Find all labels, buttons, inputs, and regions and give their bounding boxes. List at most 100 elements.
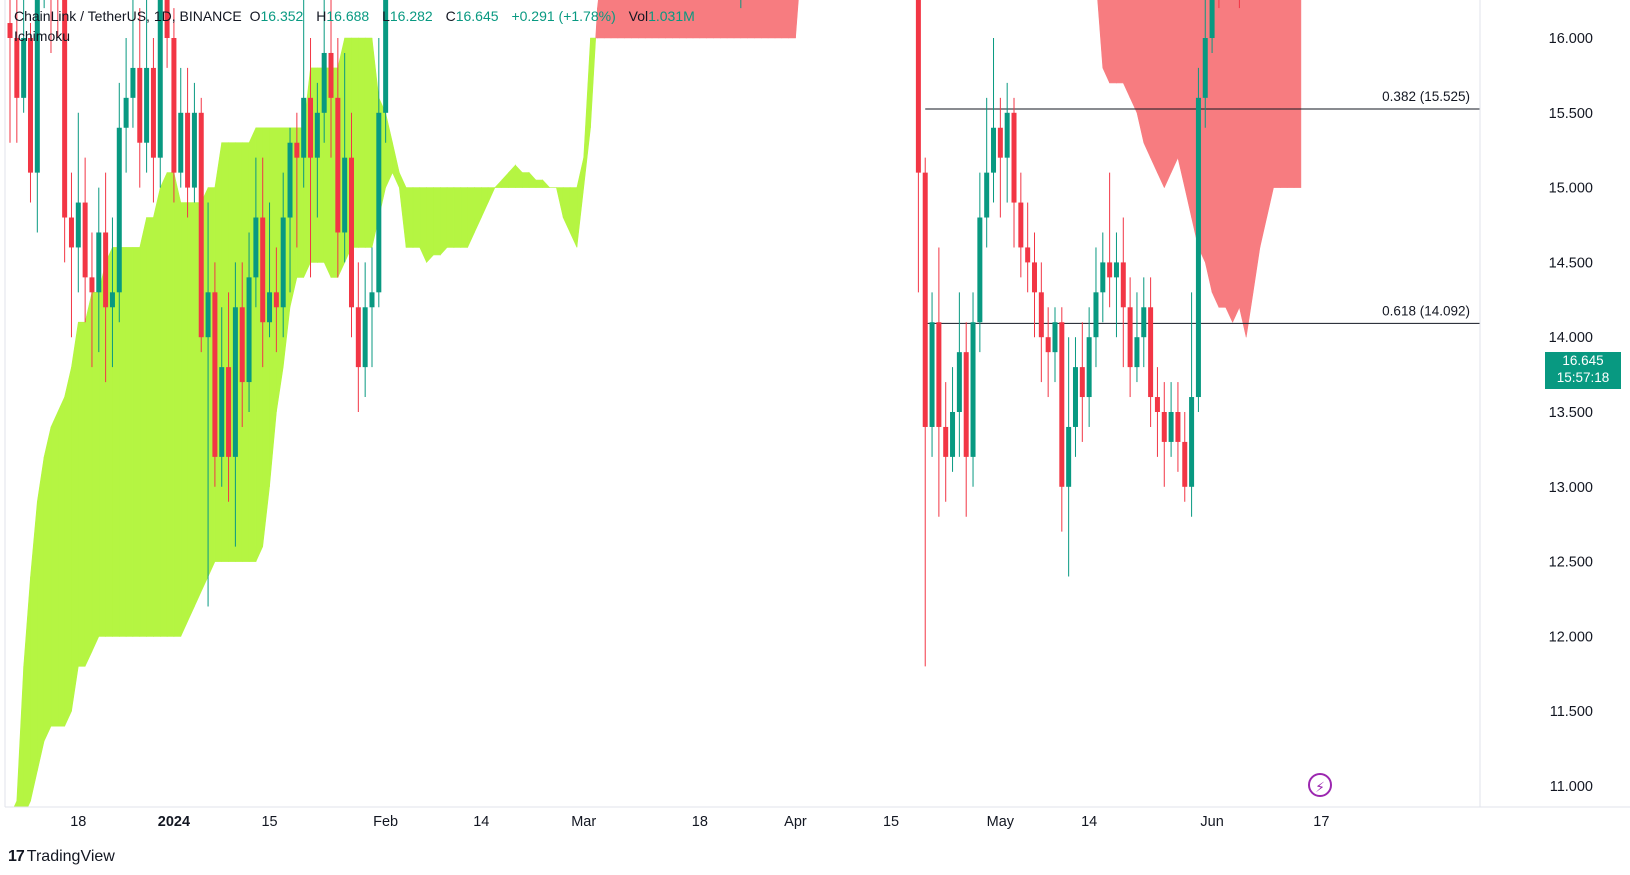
candle	[171, 8, 177, 203]
candle	[50, 0, 52, 53]
cloud-segment	[221, 142, 229, 562]
y-tick-label: 14.000	[1549, 330, 1593, 346]
candle-body	[308, 97, 314, 158]
cloud-segment	[1259, 0, 1267, 248]
candle	[997, 97, 1003, 218]
cloud-segment	[467, 187, 475, 248]
candle	[75, 112, 81, 293]
cloud-segment	[624, 0, 632, 39]
cloud-segment	[576, 157, 585, 248]
x-tick-label: 2024	[158, 814, 190, 830]
candle	[150, 38, 156, 203]
cloud-segment	[119, 247, 127, 637]
candle	[178, 67, 184, 188]
candle	[130, 0, 136, 128]
lightning-icon[interactable]: ⚡	[1308, 773, 1332, 797]
candle	[984, 97, 990, 248]
candle-body	[1066, 426, 1072, 487]
candle	[1100, 232, 1106, 323]
candle	[34, 0, 40, 233]
candle	[1127, 277, 1133, 398]
indicator-legend[interactable]: Ichimoku	[14, 28, 71, 44]
candle-body	[1209, 0, 1215, 38]
candle-body	[314, 112, 320, 158]
candle-body	[1141, 307, 1147, 338]
candle	[321, 0, 327, 143]
low-label: L	[382, 8, 390, 24]
candle	[915, 0, 921, 293]
candle	[929, 292, 935, 457]
candle	[219, 307, 225, 487]
candle-body	[1093, 292, 1099, 338]
candle	[950, 367, 956, 472]
cloud-segment	[644, 0, 653, 39]
close-label: C	[445, 8, 456, 24]
cloud-segment	[412, 187, 421, 248]
candle-body	[178, 112, 184, 173]
cloud-segment	[501, 171, 509, 188]
cloud-segment	[678, 0, 687, 39]
symbol-title[interactable]: ChainLink / TetherUS, 1D, BINANCE	[14, 8, 242, 24]
cloud-segment	[487, 187, 496, 203]
cloud-segment	[1280, 0, 1288, 188]
candle	[7, 0, 13, 143]
tradingview-logo[interactable]: 17 TradingView	[8, 848, 115, 866]
candle	[1079, 322, 1085, 442]
candle-body	[1038, 292, 1044, 338]
x-tick-label: 18	[70, 814, 86, 830]
x-tick-label: Mar	[571, 814, 596, 830]
cloud-segment	[405, 187, 414, 248]
cloud-segment	[1245, 0, 1254, 338]
cloud-segment	[1286, 0, 1295, 188]
candle-body	[1032, 262, 1037, 293]
cloud-segment	[453, 187, 462, 248]
candle-body	[1011, 112, 1017, 203]
cloud-segment	[706, 0, 714, 39]
cloud-segment	[160, 172, 168, 637]
candle-body	[1025, 247, 1031, 263]
candle-body	[1107, 262, 1113, 278]
candle-body	[198, 112, 204, 338]
candle	[1195, 67, 1201, 412]
candle	[27, 23, 33, 203]
candle	[14, 0, 20, 143]
candle	[57, 0, 59, 38]
cloud-segment	[726, 0, 735, 39]
candle-body	[294, 142, 300, 158]
cloud-segment	[665, 0, 673, 39]
candle	[1018, 172, 1024, 278]
candle-body	[150, 67, 156, 158]
candle	[246, 232, 252, 412]
price-scale-bg	[1480, 0, 1630, 875]
symbol-info: ChainLink / TetherUS, 1D, BINANCE O16.35…	[14, 8, 704, 24]
cloud-segment	[610, 0, 619, 39]
cloud-segment	[740, 0, 748, 39]
close-value: 16.645	[455, 8, 499, 24]
x-tick-label: 15	[261, 814, 277, 830]
candle-body	[267, 292, 273, 323]
candle-body	[1113, 262, 1119, 278]
candle	[943, 382, 949, 502]
cloud-segment	[658, 0, 667, 39]
candle	[273, 247, 279, 353]
cloud-segment	[474, 187, 482, 233]
candle-body	[1120, 262, 1126, 308]
cloud-segment	[597, 0, 605, 39]
cloud-segment	[1211, 0, 1220, 308]
candle	[342, 52, 348, 263]
candle	[1045, 307, 1051, 398]
cloud-segment	[426, 187, 434, 264]
candle	[1161, 382, 1167, 487]
candle	[1032, 232, 1037, 338]
candle-body	[130, 67, 136, 98]
candle-body	[82, 202, 88, 278]
candle	[68, 172, 74, 338]
cloud-segment	[173, 172, 182, 637]
candle	[349, 112, 354, 338]
candle	[185, 67, 191, 218]
candle	[1154, 367, 1160, 457]
cloud-segment	[542, 179, 551, 188]
candle-body	[335, 97, 341, 233]
x-tick-label: May	[987, 814, 1015, 830]
